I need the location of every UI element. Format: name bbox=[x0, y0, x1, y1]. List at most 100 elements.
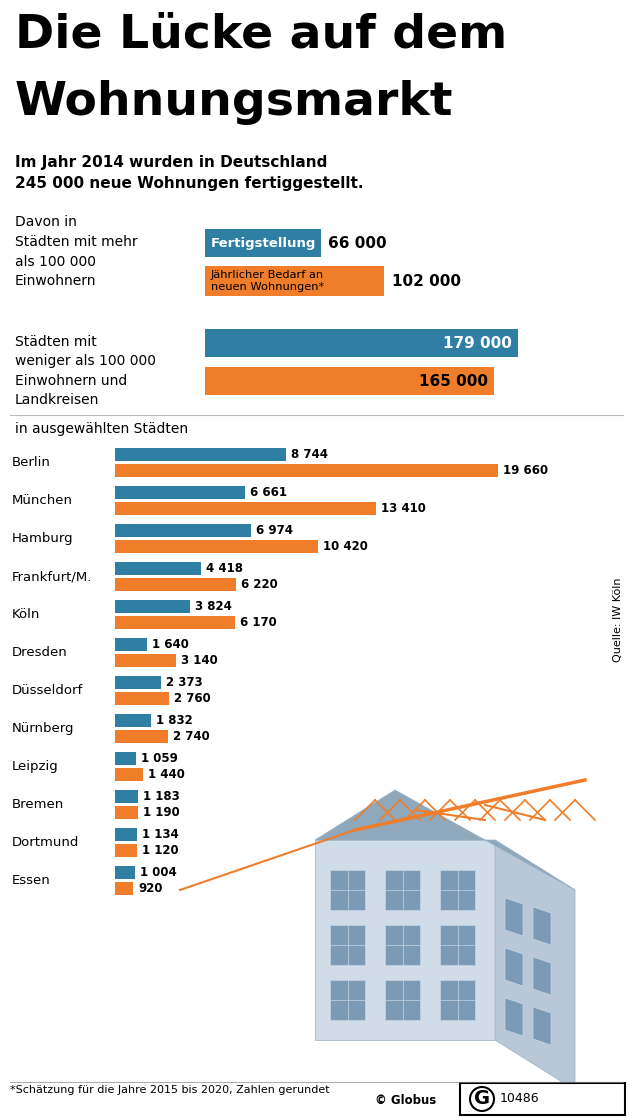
Text: Fertigstellung: Fertigstellung bbox=[211, 236, 316, 250]
Text: Städten mit mehr
als 100 000
Einwohnern: Städten mit mehr als 100 000 Einwohnern bbox=[15, 235, 137, 288]
Bar bbox=[115, 844, 137, 857]
Text: 3 824: 3 824 bbox=[194, 600, 232, 613]
Polygon shape bbox=[505, 998, 523, 1036]
Bar bbox=[115, 676, 161, 689]
Text: 6 170: 6 170 bbox=[241, 616, 277, 629]
Text: 920: 920 bbox=[138, 883, 163, 895]
Text: G: G bbox=[474, 1090, 490, 1109]
Text: Jährlicher Bedarf an
neuen Wohnungen*: Jährlicher Bedarf an neuen Wohnungen* bbox=[211, 270, 324, 292]
Bar bbox=[115, 578, 236, 591]
Bar bbox=[115, 768, 143, 781]
Bar bbox=[115, 540, 318, 553]
Text: München: München bbox=[12, 494, 73, 507]
Polygon shape bbox=[505, 898, 523, 936]
Text: Essen: Essen bbox=[12, 874, 51, 887]
Bar bbox=[330, 980, 365, 1020]
Polygon shape bbox=[533, 956, 551, 995]
Bar bbox=[205, 329, 518, 357]
Bar bbox=[115, 448, 285, 461]
Text: 2 373: 2 373 bbox=[166, 676, 203, 689]
Bar bbox=[115, 828, 137, 841]
Bar bbox=[385, 870, 420, 909]
Bar bbox=[115, 464, 498, 477]
Text: 4 418: 4 418 bbox=[206, 562, 243, 575]
Text: Hamburg: Hamburg bbox=[12, 532, 73, 545]
Bar bbox=[115, 806, 138, 819]
Text: Städten mit
weniger als 100 000
Einwohnern und
Landkreisen: Städten mit weniger als 100 000 Einwohne… bbox=[15, 335, 156, 408]
Bar bbox=[205, 367, 494, 395]
Bar bbox=[115, 638, 147, 651]
Text: Dresden: Dresden bbox=[12, 646, 68, 659]
Bar bbox=[440, 870, 475, 909]
Circle shape bbox=[470, 1088, 494, 1111]
Text: 1 190: 1 190 bbox=[143, 806, 180, 819]
Text: Quelle: IW Köln: Quelle: IW Köln bbox=[613, 578, 623, 662]
Text: 179 000: 179 000 bbox=[443, 336, 512, 351]
Text: 1 640: 1 640 bbox=[152, 638, 189, 651]
Polygon shape bbox=[315, 790, 575, 890]
Text: 1 440: 1 440 bbox=[148, 768, 185, 781]
Bar bbox=[440, 925, 475, 965]
Text: 102 000: 102 000 bbox=[391, 273, 460, 289]
Bar bbox=[115, 524, 251, 536]
Text: Im Jahr 2014 wurden in Deutschland
245 000 neue Wohnungen fertiggestellt.: Im Jahr 2014 wurden in Deutschland 245 0… bbox=[15, 155, 363, 192]
Text: Die Lücke auf dem: Die Lücke auf dem bbox=[15, 12, 507, 57]
Text: 1 120: 1 120 bbox=[142, 844, 179, 857]
Text: 66 000: 66 000 bbox=[329, 235, 387, 251]
Text: 10 420: 10 420 bbox=[323, 540, 368, 553]
Polygon shape bbox=[505, 948, 523, 986]
Bar bbox=[460, 1083, 625, 1116]
Text: 3 140: 3 140 bbox=[181, 654, 218, 668]
Bar bbox=[115, 486, 245, 500]
Text: Bremen: Bremen bbox=[12, 797, 65, 811]
Text: 19 660: 19 660 bbox=[503, 464, 549, 477]
Text: 10486: 10486 bbox=[500, 1092, 539, 1105]
Text: 8 744: 8 744 bbox=[291, 448, 327, 461]
Bar bbox=[115, 654, 176, 668]
Text: Düsseldorf: Düsseldorf bbox=[12, 684, 84, 697]
Text: Dortmund: Dortmund bbox=[12, 836, 79, 849]
Bar bbox=[385, 925, 420, 965]
Bar bbox=[205, 228, 320, 256]
Text: 165 000: 165 000 bbox=[419, 373, 488, 389]
Bar bbox=[330, 925, 365, 965]
Bar bbox=[115, 616, 235, 629]
Text: Köln: Köln bbox=[12, 608, 41, 620]
Bar bbox=[115, 752, 135, 765]
Bar bbox=[115, 730, 168, 743]
Bar bbox=[330, 870, 365, 909]
Polygon shape bbox=[315, 840, 495, 1040]
Text: © Globus: © Globus bbox=[375, 1093, 436, 1107]
Bar bbox=[115, 866, 135, 879]
Bar bbox=[385, 980, 420, 1020]
Text: Nürnberg: Nürnberg bbox=[12, 722, 75, 735]
Bar bbox=[115, 715, 151, 727]
Text: Berlin: Berlin bbox=[12, 456, 51, 469]
Bar bbox=[115, 692, 169, 704]
Bar bbox=[115, 502, 377, 515]
Bar bbox=[115, 600, 189, 613]
Bar bbox=[115, 790, 138, 803]
Text: Davon in: Davon in bbox=[15, 215, 77, 228]
Text: Wohnungsmarkt: Wohnungsmarkt bbox=[15, 80, 453, 125]
Text: *Schätzung für die Jahre 2015 bis 2020, Zahlen gerundet: *Schätzung für die Jahre 2015 bis 2020, … bbox=[10, 1085, 330, 1095]
Text: 1 832: 1 832 bbox=[156, 715, 192, 727]
Bar bbox=[115, 883, 133, 895]
Text: Frankfurt/M.: Frankfurt/M. bbox=[12, 570, 92, 584]
Polygon shape bbox=[533, 907, 551, 945]
Text: 1 004: 1 004 bbox=[140, 866, 177, 879]
Text: 6 661: 6 661 bbox=[250, 486, 287, 500]
Text: 1 183: 1 183 bbox=[143, 790, 180, 803]
Bar bbox=[115, 562, 201, 575]
Bar bbox=[205, 267, 384, 296]
Text: 6 974: 6 974 bbox=[256, 524, 293, 536]
Text: Leipzig: Leipzig bbox=[12, 760, 59, 773]
Text: 13 410: 13 410 bbox=[382, 502, 427, 515]
Text: 1 059: 1 059 bbox=[141, 752, 177, 765]
Text: 2 740: 2 740 bbox=[173, 730, 210, 743]
Polygon shape bbox=[495, 840, 575, 1090]
Text: in ausgewählten Städten: in ausgewählten Städten bbox=[15, 422, 188, 436]
Text: 2 760: 2 760 bbox=[174, 692, 211, 704]
Polygon shape bbox=[533, 1007, 551, 1045]
Text: 6 220: 6 220 bbox=[241, 578, 278, 591]
